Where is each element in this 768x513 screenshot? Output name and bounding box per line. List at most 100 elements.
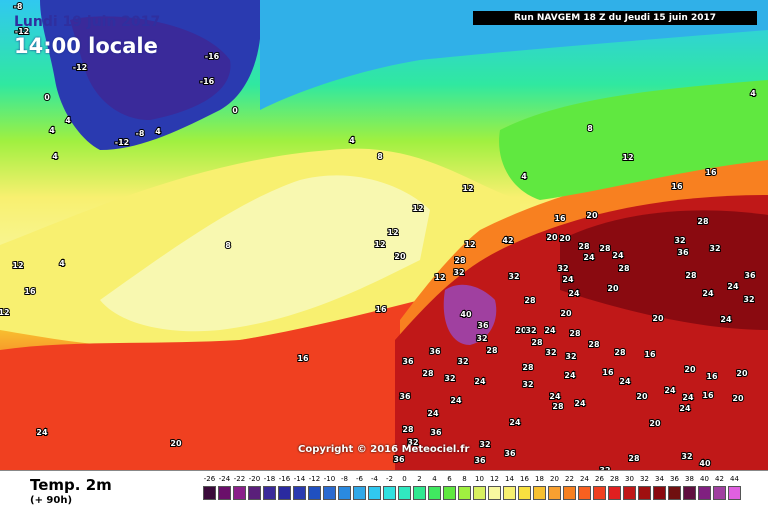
temperature-label: 12 xyxy=(12,261,23,270)
temperature-label: 32 xyxy=(479,440,490,449)
legend-swatch xyxy=(308,486,321,500)
temperature-label: 32 xyxy=(565,352,576,361)
temperature-label: 28 xyxy=(522,363,534,372)
temperature-label: 36 xyxy=(402,357,414,366)
temperature-label: 12 xyxy=(0,308,10,317)
legend-swatch xyxy=(203,486,216,500)
legend-value: 34 xyxy=(655,475,664,483)
temperature-label: 36 xyxy=(504,449,516,458)
central-europe-hot-core xyxy=(560,210,768,330)
temperature-label: 28 xyxy=(402,425,414,434)
temperature-label: 24 xyxy=(583,253,595,262)
legend-value: -16 xyxy=(278,475,291,483)
temperature-label: 20 xyxy=(560,309,572,318)
temperature-label: 4 xyxy=(59,259,65,268)
temperature-label: 4 xyxy=(349,136,355,145)
temperature-label: 24 xyxy=(564,371,576,380)
temperature-label: 20 xyxy=(649,419,661,428)
temperature-label: 0 xyxy=(44,93,50,102)
model-run-label: Run NAVGEM 18 Z du Jeudi 15 juin 2017 xyxy=(473,11,757,25)
temperature-label: 28 xyxy=(454,256,466,265)
legend-value: 10 xyxy=(475,475,484,483)
legend-swatch xyxy=(488,486,501,500)
temperature-label: 32 xyxy=(444,374,455,383)
temperature-label: 24 xyxy=(450,396,462,405)
temperature-label: -12 xyxy=(73,63,87,72)
legend-value: 2 xyxy=(417,475,422,483)
legend-value: 16 xyxy=(520,475,529,483)
legend-swatch xyxy=(293,486,306,500)
legend-value: -4 xyxy=(371,475,378,483)
legend-value: -10 xyxy=(323,475,336,483)
temperature-label: 20 xyxy=(684,365,696,374)
legend-swatch xyxy=(698,486,711,500)
legend-swatch xyxy=(623,486,636,500)
legend-value: 32 xyxy=(640,475,649,483)
temperature-label: 24 xyxy=(727,282,739,291)
temperature-label: 24 xyxy=(562,275,574,284)
legend-swatch xyxy=(278,486,291,500)
temperature-label: 28 xyxy=(618,264,630,273)
temperature-label: 16 xyxy=(24,287,36,296)
legend-value: 12 xyxy=(490,475,499,483)
legend-swatch xyxy=(263,486,276,500)
legend-swatch xyxy=(578,486,591,500)
legend-value: 18 xyxy=(535,475,544,483)
legend-swatch xyxy=(593,486,606,500)
temperature-label: 16 xyxy=(644,350,656,359)
temperature-label: 24 xyxy=(702,289,714,298)
temperature-label: 16 xyxy=(671,182,683,191)
temperature-label: 12 xyxy=(462,184,473,193)
temperature-label: 24 xyxy=(720,315,732,324)
temperature-label: 32 xyxy=(545,348,556,357)
temperature-label: 20 xyxy=(394,252,406,261)
temperature-label: 4 xyxy=(750,89,756,98)
temperature-label: 42 xyxy=(502,236,513,245)
atlantic-pale-band xyxy=(100,175,430,332)
greenland-core xyxy=(70,16,231,120)
legend-swatch xyxy=(248,486,261,500)
temperature-label: 24 xyxy=(474,377,486,386)
temperature-label: 32 xyxy=(457,357,468,366)
temperature-label: 16 xyxy=(554,214,566,223)
legend-swatch xyxy=(533,486,546,500)
temperature-label: 36 xyxy=(677,248,689,257)
legend-swatch xyxy=(383,486,396,500)
legend-value: 28 xyxy=(610,475,619,483)
temperature-label: 8 xyxy=(225,241,231,250)
legend-swatch xyxy=(668,486,681,500)
legend-swatch xyxy=(323,486,336,500)
temperature-label: -16 xyxy=(200,77,215,86)
legend-swatch xyxy=(233,486,246,500)
legend-swatch xyxy=(653,486,666,500)
temperature-label: 24 xyxy=(427,409,439,418)
temperature-label: -16 xyxy=(205,52,220,61)
temperature-label: 12 xyxy=(464,240,475,249)
temperature-label: 8 xyxy=(587,124,593,133)
temperature-label: 16 xyxy=(375,305,387,314)
legend-swatch xyxy=(503,486,516,500)
temperature-label: 28 xyxy=(524,296,536,305)
legend-value: -14 xyxy=(293,475,306,483)
temperature-label: 32 xyxy=(599,466,610,470)
legend-value: 20 xyxy=(550,475,559,483)
legend-swatch xyxy=(353,486,366,500)
temperature-label: 28 xyxy=(486,346,498,355)
temperature-label: 16 xyxy=(706,372,718,381)
temperature-label: 28 xyxy=(531,338,543,347)
temperature-label: 24 xyxy=(682,393,694,402)
temperature-label: 8 xyxy=(377,152,383,161)
subtropical-red-zone xyxy=(0,300,470,470)
legend-swatch xyxy=(218,486,231,500)
temperature-label: 12 xyxy=(412,204,423,213)
temperature-label: 32 xyxy=(522,380,533,389)
temperature-label: 32 xyxy=(508,272,519,281)
variable-label: Temp. 2m xyxy=(30,476,112,494)
legend-value: 6 xyxy=(447,475,452,483)
legend-swatch xyxy=(563,486,576,500)
temperature-label: 24 xyxy=(664,386,676,395)
temperature-label: -8 xyxy=(14,2,23,11)
temperature-label: 20 xyxy=(546,233,558,242)
temperature-label: 20 xyxy=(170,439,182,448)
